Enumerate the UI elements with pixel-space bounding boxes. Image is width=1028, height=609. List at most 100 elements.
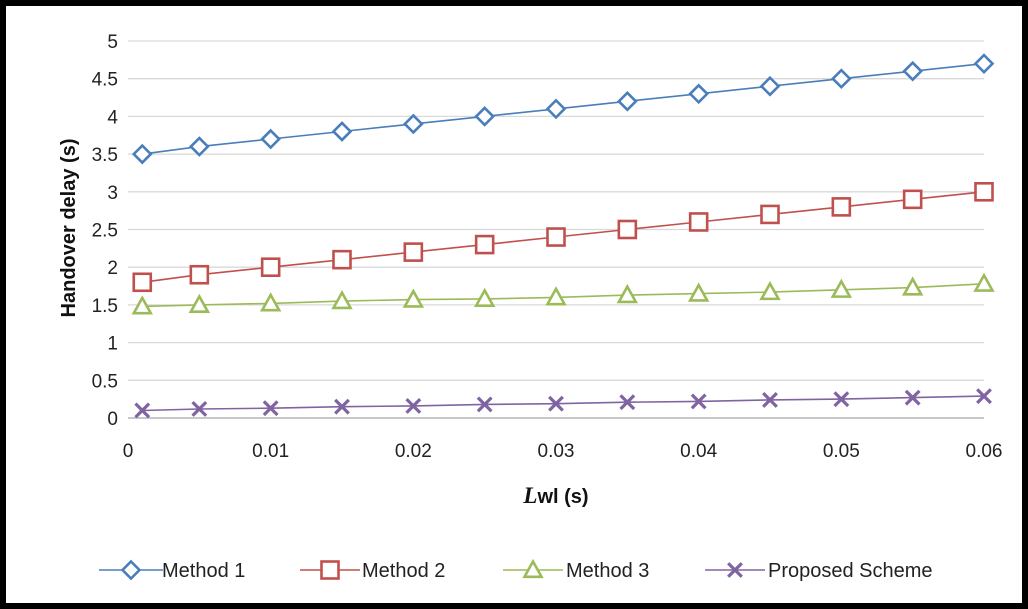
data-point-x xyxy=(976,388,992,405)
x-stroke xyxy=(548,395,564,412)
data-point-x xyxy=(762,391,778,408)
data-point-diamond xyxy=(902,60,924,82)
y-tick-label: 2.5 xyxy=(92,221,118,242)
data-point-diamond xyxy=(120,559,142,581)
data-point-x xyxy=(334,398,350,415)
data-point-diamond xyxy=(688,83,710,105)
x-stroke xyxy=(690,393,707,410)
y-tick-label: 2 xyxy=(107,258,118,279)
data-point-triangle xyxy=(131,295,153,315)
data-point-square xyxy=(760,204,780,225)
data-point-square xyxy=(974,182,994,202)
x-stroke xyxy=(191,401,208,417)
data-point-triangle xyxy=(473,287,496,307)
grid-lines xyxy=(128,40,984,381)
y-tick-label: 1.5 xyxy=(92,296,118,317)
data-point-triangle xyxy=(830,278,853,298)
data-point-x xyxy=(262,400,279,417)
data-point-triangle xyxy=(402,288,425,308)
y-tick-label: 4.5 xyxy=(92,70,118,91)
data-point-square xyxy=(260,257,281,278)
data-point-square xyxy=(546,227,566,247)
x-tick-label: 0 xyxy=(123,441,134,462)
data-point-diamond xyxy=(759,75,781,97)
x-stroke xyxy=(134,402,151,419)
data-point-diamond xyxy=(131,143,153,165)
y-tick-label: 3.5 xyxy=(92,145,118,166)
data-point-triangle xyxy=(188,293,211,314)
data-point-diamond xyxy=(188,136,210,157)
data-point-triangle xyxy=(331,289,353,310)
x-stroke xyxy=(262,400,279,417)
data-point-diamond xyxy=(545,98,567,120)
y-tick-label: 1 xyxy=(107,334,118,355)
legend-item-method-1: Method 1 xyxy=(99,559,245,582)
legend-item-proposed-scheme: Proposed Scheme xyxy=(705,560,933,582)
data-point-square xyxy=(320,560,340,580)
y-tick-label: 3 xyxy=(107,183,118,204)
data-point-diamond xyxy=(474,106,496,127)
data-point-triangle xyxy=(616,283,639,304)
data-point-x xyxy=(904,389,921,406)
x-stroke xyxy=(619,394,636,411)
legend-label: Method 3 xyxy=(566,560,649,582)
x-stroke xyxy=(904,389,921,406)
x-axis-title-symbol: L xyxy=(522,483,537,508)
data-point-diamond xyxy=(260,128,282,150)
series-layer xyxy=(131,53,995,419)
legend-item-method-2: Method 2 xyxy=(300,560,445,582)
data-point-square xyxy=(474,234,495,255)
data-point-diamond xyxy=(973,53,995,74)
x-tick-label: 0.03 xyxy=(538,441,575,462)
x-stroke xyxy=(405,398,422,414)
data-point-square xyxy=(688,212,709,232)
x-tick-label: 0.06 xyxy=(966,441,1003,462)
x-stroke xyxy=(833,391,850,408)
legend-label: Method 1 xyxy=(162,560,245,582)
x-axis-title: Lwl (s) xyxy=(522,483,588,508)
data-point-square xyxy=(617,219,638,240)
data-point-triangle xyxy=(759,280,781,301)
data-point-x xyxy=(476,396,493,413)
legend: Method 1 Method 2 Method 3 Proposed Scheme xyxy=(99,558,933,582)
series-proposed-scheme xyxy=(134,388,992,419)
y-axis-title: Handover delay (s) xyxy=(58,139,80,318)
data-point-triangle xyxy=(522,558,544,579)
series-method-3 xyxy=(131,272,995,315)
y-tick-label: 0.5 xyxy=(92,371,118,392)
data-point-diamond xyxy=(830,68,852,90)
y-tick-label: 4 xyxy=(107,107,118,128)
data-point-x xyxy=(690,393,707,410)
data-point-square xyxy=(132,272,153,293)
data-point-square xyxy=(332,249,352,270)
y-tick-label: 0 xyxy=(107,409,118,430)
data-point-square xyxy=(902,189,923,210)
data-point-square xyxy=(831,197,852,217)
data-point-triangle xyxy=(259,292,282,312)
data-point-x xyxy=(134,402,151,419)
x-tick-label: 0.01 xyxy=(252,441,289,462)
data-point-square xyxy=(403,242,424,262)
data-point-diamond xyxy=(402,113,424,135)
data-point-diamond xyxy=(331,121,353,142)
x-axis-title-text: wl (s) xyxy=(536,486,588,508)
data-point-triangle xyxy=(687,282,710,302)
x-tick-label: 0.05 xyxy=(823,441,860,462)
tick-labels: 0 0.5 1 1.5 2 2.5 3 3.5 4 4.5 5 0 0.01 0.02 0.03 0.04 0.… xyxy=(92,32,1003,462)
y-tick-label: 5 xyxy=(107,32,118,53)
x-stroke xyxy=(976,388,992,405)
data-point-triangle xyxy=(973,272,995,292)
data-point-triangle xyxy=(545,286,567,306)
data-point-x xyxy=(833,391,850,408)
x-tick-label: 0.04 xyxy=(680,441,717,462)
x-stroke xyxy=(762,391,778,408)
data-point-x xyxy=(405,398,422,414)
data-point-square xyxy=(189,264,210,285)
x-stroke xyxy=(476,396,493,413)
data-point-x xyxy=(548,395,564,412)
legend-label: Method 2 xyxy=(362,560,445,582)
x-tick-label: 0.02 xyxy=(395,441,432,462)
legend-label: Proposed Scheme xyxy=(768,560,933,582)
data-point-x xyxy=(727,562,743,578)
